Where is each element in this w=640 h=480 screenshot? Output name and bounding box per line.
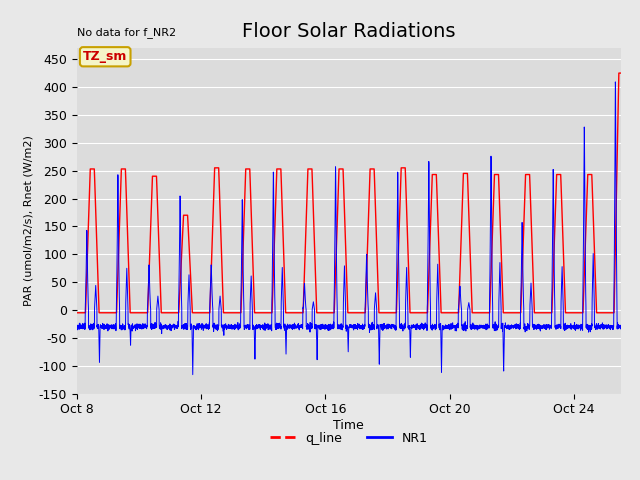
Text: No data for f_NR2: No data for f_NR2: [77, 27, 176, 38]
Title: Floor Solar Radiations: Floor Solar Radiations: [242, 22, 456, 41]
X-axis label: Time: Time: [333, 419, 364, 432]
Legend: q_line, NR1: q_line, NR1: [265, 427, 433, 450]
Text: TZ_sm: TZ_sm: [83, 50, 127, 63]
Y-axis label: PAR (umol/m2/s), Rnet (W/m2): PAR (umol/m2/s), Rnet (W/m2): [23, 135, 33, 306]
